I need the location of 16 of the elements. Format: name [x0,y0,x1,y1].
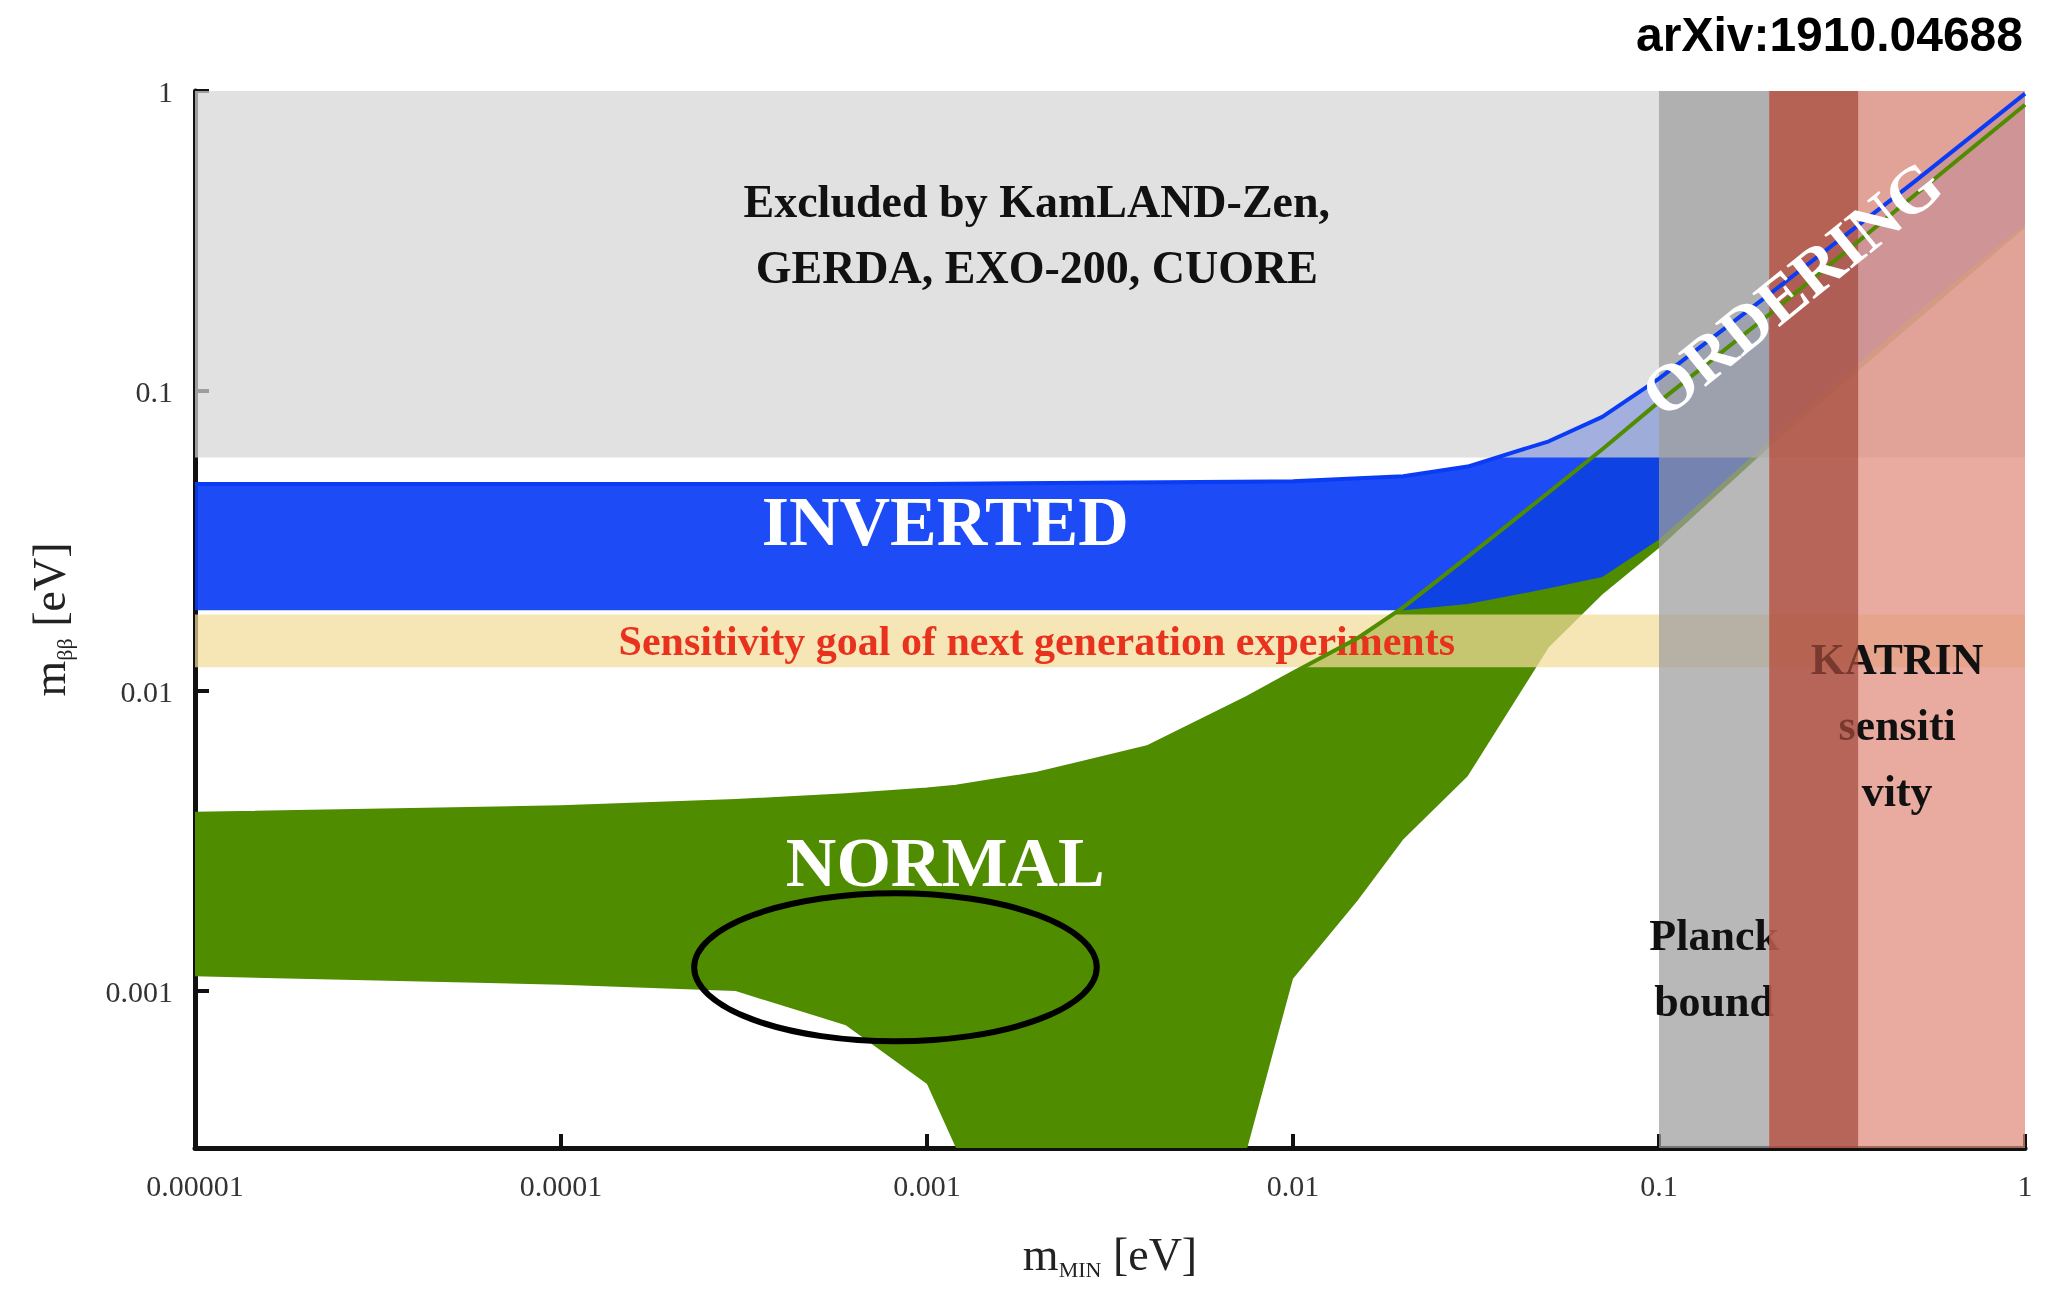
y-axis-title: mββ [eV] [23,542,77,697]
x-tick-label: 0.1 [1640,1168,1678,1202]
y-tick-label: 0.1 [135,374,173,408]
x-tick-label: 1 [2017,1168,2033,1202]
y-tick-label: 0.01 [120,674,173,708]
band-label: KATRIN sensiti vity [1810,634,1984,816]
x-tick-label: 0.00001 [146,1168,244,1202]
x-tick-label: 0.0001 [519,1168,603,1202]
x-tick-label: 0.01 [1266,1168,1320,1202]
y-tick-label: 0.001 [105,974,173,1008]
y-tick-label: 1 [158,74,173,108]
series-label: NORMAL [785,824,1105,902]
series-label: INVERTED [761,483,1129,561]
text: arXiv:1910.04688 [1636,7,2023,61]
x-tick-label: 0.001 [893,1168,961,1202]
band-label: Excluded by KamLAND-Zen, GERDA, EXO-200, CUORE [743,175,1331,293]
